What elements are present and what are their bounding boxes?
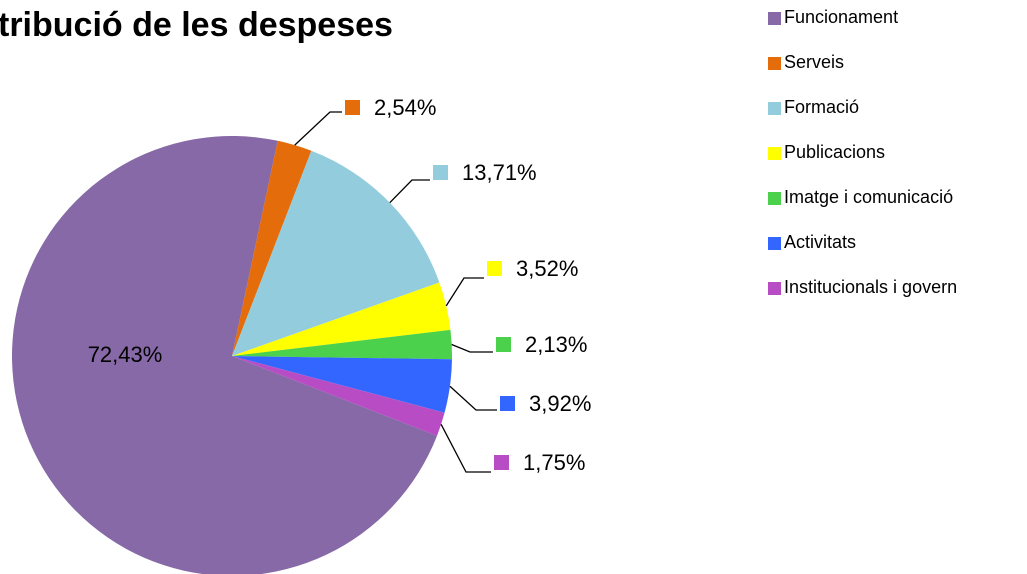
leader-line bbox=[445, 277, 484, 307]
legend-label: Institucionals i govern bbox=[784, 277, 957, 297]
pie-slice bbox=[232, 329, 452, 360]
pie-slice bbox=[232, 356, 452, 413]
pie-slice bbox=[232, 282, 451, 356]
leader-line bbox=[389, 179, 430, 204]
data-label-key bbox=[494, 455, 509, 470]
data-label-key bbox=[496, 337, 511, 352]
leader-line bbox=[440, 424, 491, 473]
data-label: 1,75% bbox=[523, 450, 585, 475]
chart-title: tribució de les despeses bbox=[0, 6, 393, 44]
pie-slice bbox=[232, 140, 312, 356]
pie-slice bbox=[232, 150, 440, 356]
pie-slice bbox=[12, 136, 438, 574]
legend-swatch bbox=[768, 12, 781, 25]
pie-slice bbox=[232, 356, 445, 436]
data-label-key bbox=[433, 165, 448, 180]
data-label-key bbox=[487, 261, 502, 276]
leader-line bbox=[294, 111, 342, 146]
data-label: 13,71% bbox=[462, 160, 537, 185]
legend-label: Formació bbox=[784, 97, 859, 117]
legend-swatch bbox=[768, 57, 781, 70]
data-label-key bbox=[500, 396, 515, 411]
data-label-key bbox=[345, 100, 360, 115]
legend-label: Serveis bbox=[784, 52, 844, 72]
data-label: 2,13% bbox=[525, 332, 587, 357]
legend-label: Publicacions bbox=[784, 142, 885, 162]
data-label: 72,43% bbox=[88, 342, 163, 367]
data-label: 3,52% bbox=[516, 256, 578, 281]
legend-label: Activitats bbox=[784, 232, 856, 252]
legend-swatch bbox=[768, 192, 781, 205]
legend-swatch bbox=[768, 147, 781, 160]
legend-swatch bbox=[768, 102, 781, 115]
leader-line bbox=[451, 343, 493, 353]
legend-label: Funcionament bbox=[784, 7, 898, 27]
data-label: 2,54% bbox=[374, 95, 436, 120]
data-label: 3,92% bbox=[529, 391, 591, 416]
legend-label: Imatge i comunicació bbox=[784, 187, 953, 207]
legend-swatch bbox=[768, 237, 781, 250]
legend-swatch bbox=[768, 282, 781, 295]
leader-line bbox=[449, 385, 497, 411]
